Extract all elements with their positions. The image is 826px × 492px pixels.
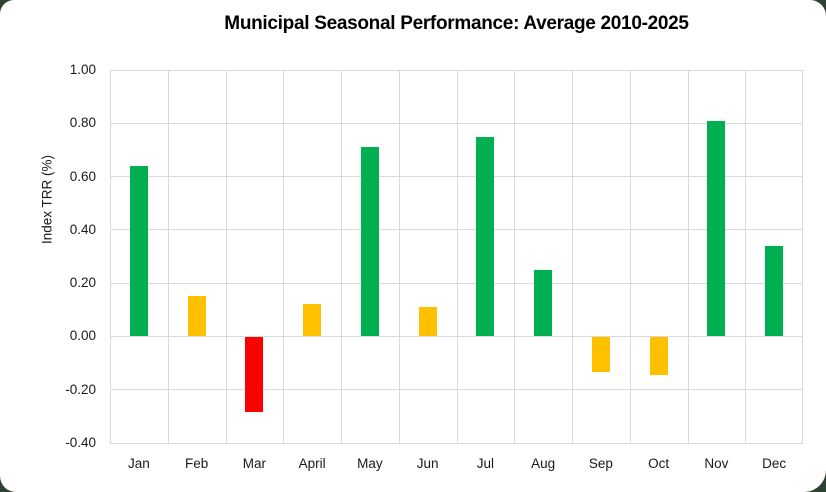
x-tick-label-jan: Jan [127, 456, 150, 471]
bar-jul [476, 136, 495, 337]
v-gridline [110, 70, 111, 443]
h-gridline [110, 176, 803, 178]
x-tick-label-sep: Sep [588, 456, 613, 471]
y-tick-label: -0.40 [65, 435, 96, 450]
y-tick-label: -0.20 [65, 381, 96, 397]
x-tick-label-mar: Mar [242, 456, 266, 471]
x-tick-label-jul: Jul [476, 456, 494, 471]
x-tick-label-april: April [298, 456, 326, 471]
bar-aug [534, 269, 553, 337]
h-gridline [110, 282, 803, 284]
y-axis-title: Index TRR (%) [39, 154, 55, 245]
h-gridline [110, 122, 803, 124]
v-gridline [688, 70, 689, 443]
y-tick-label: 0.00 [69, 328, 96, 344]
bar-jun [418, 307, 437, 337]
v-gridline [457, 70, 458, 443]
y-tick-label: 0.20 [69, 275, 96, 291]
v-gridline [630, 70, 631, 443]
x-tick-label-feb: Feb [184, 456, 209, 471]
x-tick-label-jun: Jun [416, 456, 439, 471]
y-tick-label: 0.60 [69, 168, 96, 184]
x-tick-label-oct: Oct [648, 456, 670, 471]
h-gridline [110, 69, 803, 71]
v-gridline [745, 70, 746, 443]
h-gridline [110, 335, 803, 337]
v-gridline [572, 70, 573, 443]
chart-title: Municipal Seasonal Performance: Average … [224, 13, 689, 34]
v-gridline [399, 70, 400, 443]
v-gridline [283, 70, 284, 443]
bar-jan [129, 165, 148, 337]
v-gridline [226, 70, 227, 443]
plot-area [110, 69, 803, 444]
bar-nov [707, 120, 726, 337]
h-gridline [110, 229, 803, 231]
v-gridline [514, 70, 515, 443]
bar-may [360, 147, 379, 337]
bar-april [303, 304, 322, 337]
x-tick-label-aug: Aug [531, 456, 556, 471]
bar-oct [649, 337, 668, 375]
y-tick-label: 0.40 [69, 221, 96, 237]
bar-dec [765, 245, 784, 337]
x-tick-label-may: May [357, 456, 383, 471]
x-tick-label-nov: Nov [704, 456, 729, 471]
bar-mar [245, 337, 264, 413]
v-gridline [341, 70, 342, 443]
y-tick-label: 0.80 [69, 115, 96, 131]
bar-feb [187, 296, 206, 337]
v-gridline [802, 70, 803, 443]
y-tick-label: 1.00 [69, 62, 96, 77]
v-gridline [168, 70, 169, 443]
x-tick-label-dec: Dec [762, 456, 787, 471]
h-gridline [110, 389, 803, 391]
h-gridline [110, 442, 803, 444]
bar-sep [591, 337, 610, 373]
